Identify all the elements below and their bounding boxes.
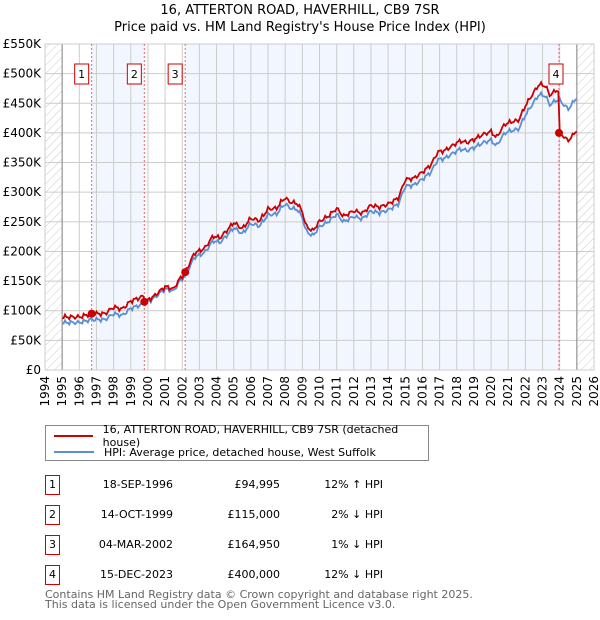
sale-label-box — [126, 63, 142, 85]
x-tick-label: 2018 — [450, 376, 464, 407]
transaction-hpi-diff: 1% ↓ HPI — [331, 538, 383, 551]
y-tick-label: £350K — [3, 156, 43, 170]
sale-label: 3 — [172, 68, 179, 81]
x-tick-label: 2005 — [227, 376, 241, 407]
legend-item-property: 16, ATTERTON ROAD, HAVERHILL, CB9 7SR (d… — [54, 423, 428, 449]
legend-label: 16, ATTERTON ROAD, HAVERHILL, CB9 7SR (d… — [102, 423, 399, 449]
x-tick-label: 2002 — [175, 376, 189, 407]
transaction-row: 3 04-MAR-2002 £164,950 1% ↓ HPI — [45, 535, 445, 555]
y-tick-label: £150K — [3, 274, 43, 288]
transaction-price: £115,000 — [227, 508, 281, 521]
x-tick-label: 2007 — [261, 376, 275, 407]
footer-copyright: Contains HM Land Registry data © Crown c… — [45, 588, 473, 601]
x-tick-label: 2003 — [192, 376, 206, 407]
x-tick-label: 2020 — [484, 376, 498, 407]
x-tick-label: 1995 — [55, 376, 69, 407]
x-tick-label: 2006 — [244, 376, 258, 407]
transaction-price: £164,950 — [227, 538, 281, 551]
property-price-line — [62, 80, 578, 322]
transaction-date: 14-OCT-1999 — [100, 508, 173, 521]
y-tick-label: £0 — [26, 363, 41, 377]
sale-point — [181, 268, 190, 277]
footer-licence: This data is licensed under the Open Gov… — [45, 598, 396, 611]
transaction-row: 4 15-DEC-2023 £400,000 12% ↓ HPI — [45, 565, 445, 585]
x-tick-label: 1998 — [107, 376, 121, 407]
transaction-price: £94,995 — [234, 478, 281, 491]
chart-subtitle: Price paid vs. HM Land Registry's House … — [114, 20, 486, 35]
y-tick-label: £250K — [3, 215, 43, 229]
chart-title: 16, ATTERTON ROAD, HAVERHILL, CB9 7SR — [160, 3, 440, 18]
x-tick-label: 2017 — [433, 376, 447, 407]
x-tick-label: 2001 — [158, 376, 172, 407]
x-tick-label: 2010 — [313, 376, 327, 407]
sale-point — [87, 309, 96, 318]
y-tick-label: £450K — [3, 96, 43, 110]
y-tick-label: £300K — [3, 185, 43, 199]
y-tick-label: £400K — [3, 126, 43, 140]
transaction-date: 04-MAR-2002 — [98, 538, 173, 551]
transaction-row: 1 18-SEP-1996 £94,995 12% ↑ HPI — [45, 475, 445, 495]
sale-label: 4 — [553, 68, 560, 81]
x-tick-label: 2021 — [501, 376, 515, 407]
sale-point — [140, 297, 149, 306]
hatched-no-data-region — [45, 44, 63, 370]
x-tick-label: 2009 — [295, 376, 309, 407]
transaction-price: £400,000 — [227, 568, 281, 581]
legend: 16, ATTERTON ROAD, HAVERHILL, CB9 7SR (d… — [45, 423, 429, 461]
x-tick-label: 1997 — [89, 376, 103, 407]
legend-item-hpi: HPI: Average price, detached house, West… — [54, 444, 376, 460]
transaction-number: 1 — [45, 475, 60, 495]
x-tick-label: 2008 — [278, 376, 292, 407]
sale-label-box — [548, 63, 564, 85]
transaction-hpi-diff: 2% ↓ HPI — [331, 508, 383, 521]
x-tick-label: 2024 — [553, 376, 567, 407]
price-chart: £0 £50K £100K £150K £200K £250K £300K £350K £400… — [3, 37, 600, 407]
x-tick-label: 2026 — [587, 376, 600, 407]
legend-swatch-red — [54, 435, 93, 437]
y-tick-label: £200K — [3, 244, 43, 258]
y-tick-label: £50K — [10, 333, 42, 347]
y-tick-label: £550K — [3, 37, 43, 51]
x-tick-label: 2014 — [381, 376, 395, 407]
plot-border — [44, 43, 595, 371]
x-tick-label: 2013 — [364, 376, 378, 407]
x-tick-label: 2004 — [210, 376, 224, 407]
x-tick-label: 2000 — [141, 376, 155, 407]
transaction-row: 2 14-OCT-1999 £115,000 2% ↓ HPI — [45, 505, 445, 525]
legend-swatch-blue — [54, 451, 94, 453]
x-tick-label: 2015 — [398, 376, 412, 407]
transaction-number: 2 — [45, 505, 60, 525]
x-tick-label: 2012 — [347, 376, 361, 407]
sale-label: 2 — [131, 68, 138, 81]
transaction-number: 4 — [45, 565, 60, 585]
x-tick-label: 2025 — [570, 376, 584, 407]
hatched-future-region — [576, 44, 594, 370]
x-tick-label: 2023 — [536, 376, 550, 407]
y-tick-label: £500K — [3, 67, 43, 81]
legend-label: HPI: Average price, detached house, West… — [104, 445, 376, 459]
sale-label-box — [167, 63, 183, 85]
transaction-hpi-diff: 12% ↓ HPI — [324, 568, 383, 581]
sale-point — [555, 128, 564, 137]
transaction-hpi-diff: 12% ↑ HPI — [324, 478, 383, 491]
x-tick-label: 1994 — [38, 376, 52, 407]
transaction-number: 3 — [45, 535, 60, 555]
sale-label-box — [74, 63, 90, 85]
x-tick-label: 1999 — [124, 376, 138, 407]
sale-label: 1 — [78, 68, 85, 81]
y-tick-label: £100K — [3, 304, 43, 318]
x-tick-label: 2019 — [467, 376, 481, 407]
x-tick-label: 2022 — [518, 376, 532, 407]
transaction-date: 18-SEP-1996 — [102, 478, 173, 491]
transaction-date: 15-DEC-2023 — [99, 568, 173, 581]
x-tick-label: 2016 — [415, 376, 429, 407]
x-tick-label: 1996 — [72, 376, 86, 407]
x-tick-label: 2011 — [330, 376, 344, 407]
